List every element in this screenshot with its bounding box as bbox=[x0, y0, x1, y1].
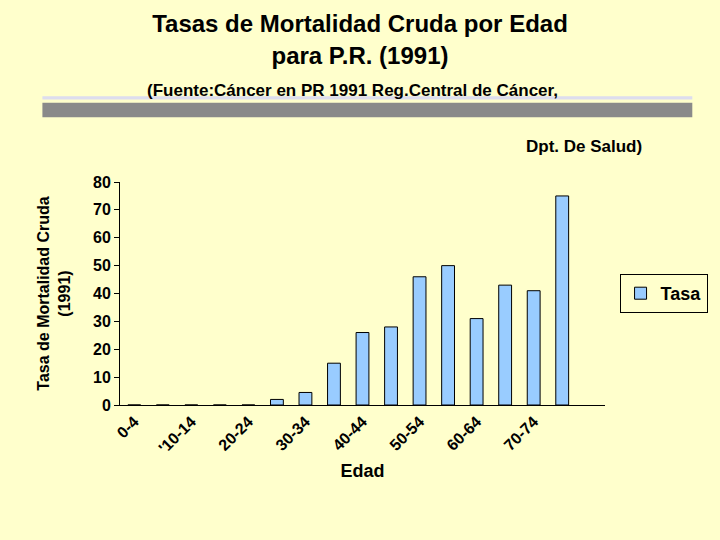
svg-text:Tasa: Tasa bbox=[661, 284, 702, 304]
svg-text:20-24: 20-24 bbox=[215, 413, 256, 454]
svg-text:80: 80 bbox=[93, 174, 111, 191]
svg-text:30: 30 bbox=[93, 313, 111, 330]
svg-text:50: 50 bbox=[93, 257, 111, 274]
svg-text:(Fuente:Cáncer en PR 1991 Reg.: (Fuente:Cáncer en PR 1991 Reg.Central de… bbox=[147, 81, 558, 100]
svg-text:20: 20 bbox=[93, 341, 111, 358]
svg-text:50-54: 50-54 bbox=[386, 413, 427, 454]
svg-text:0-4: 0-4 bbox=[114, 413, 142, 441]
svg-text:10: 10 bbox=[93, 369, 111, 386]
svg-text:40: 40 bbox=[93, 285, 111, 302]
svg-text:Tasa de Mortalidad Cruda(1991): Tasa de Mortalidad Cruda(1991) bbox=[35, 196, 73, 391]
svg-text:40-44: 40-44 bbox=[329, 413, 370, 454]
svg-text:70: 70 bbox=[93, 201, 111, 218]
svg-text:Edad: Edad bbox=[340, 461, 384, 481]
svg-text:Dpt. De Salud): Dpt. De Salud) bbox=[526, 137, 642, 156]
svg-text:70-74: 70-74 bbox=[501, 413, 542, 454]
svg-text:Tasas de Mortalidad Cruda por: Tasas de Mortalidad Cruda por Edadpara P… bbox=[152, 10, 568, 68]
svg-text:30-34: 30-34 bbox=[272, 413, 313, 454]
svg-text:60-64: 60-64 bbox=[443, 413, 484, 454]
svg-text:'10-14: '10-14 bbox=[155, 413, 199, 457]
svg-text:0: 0 bbox=[102, 397, 111, 414]
svg-text:60: 60 bbox=[93, 229, 111, 246]
